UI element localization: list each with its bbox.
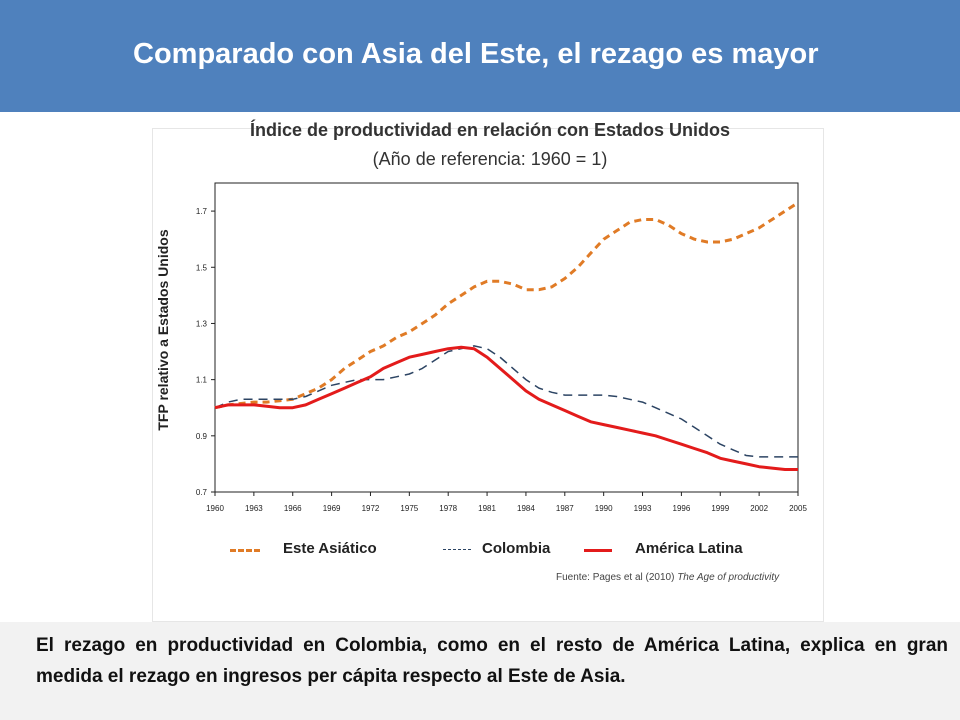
legend-label-colombia: Colombia [482,540,551,557]
x-tick-label: 1972 [362,504,380,513]
x-tick-label: 1963 [245,504,263,513]
y-tick-label: 1.5 [196,263,208,272]
legend-swatch-este-asiatico [230,549,260,552]
x-tick-label: 1987 [556,504,574,513]
source-note: Fuente: Pages et al (2010) The Age of pr… [556,572,779,583]
y-tick-label: 1.7 [196,207,208,216]
x-tick-label: 1990 [595,504,613,513]
series-line-america-latina [214,345,798,471]
series-line-este-asiatico [214,201,799,410]
y-axis-label: TFP relativo a Estados Unidos [155,229,171,431]
y-tick-label: 0.7 [196,488,208,497]
x-tick-label: 1984 [517,504,535,513]
x-tick-label: 1975 [400,504,418,513]
chart-subtitle: (Año de referencia: 1960 = 1) [372,149,608,169]
x-tick-label: 1966 [284,504,302,513]
slide-title: Comparado con Asia del Este, el rezago e… [133,38,819,70]
y-tick-label: 0.9 [196,432,208,441]
source-title: The Age of productivity [677,572,780,583]
y-tick-label: 1.1 [196,376,208,385]
x-tick-label: 1960 [206,504,224,513]
legend-label-este-asiatico: Este Asiático [283,540,377,557]
x-tick-label: 1996 [673,504,691,513]
source-prefix: Fuente: Pages et al (2010) [556,572,675,583]
x-tick-label: 1999 [711,504,729,513]
bottom-caption: El rezago en productividad en Colombia, … [36,635,948,687]
x-tick-label: 1981 [478,504,496,513]
chart-title: Índice de productividad en relación con … [249,120,731,140]
plot-area [214,182,799,493]
series-line-colombia [214,345,798,458]
y-tick-label: 1.3 [196,319,208,328]
chart-title-block: Índice de productividad en relación con … [150,116,830,174]
header-bar: Comparado con Asia del Este, el rezago e… [0,0,960,112]
x-tick-label: 1969 [323,504,341,513]
x-tick-label: 2005 [789,504,807,513]
x-tick-label: 1978 [439,504,457,513]
bottom-band [0,622,960,720]
chart-frame [152,128,824,622]
x-tick-label: 1993 [634,504,652,513]
x-tick-label: 2002 [750,504,768,513]
legend-swatch-colombia [443,549,471,550]
legend-swatch-america-latina [584,549,612,552]
legend-label-america-latina: América Latina [635,540,743,557]
